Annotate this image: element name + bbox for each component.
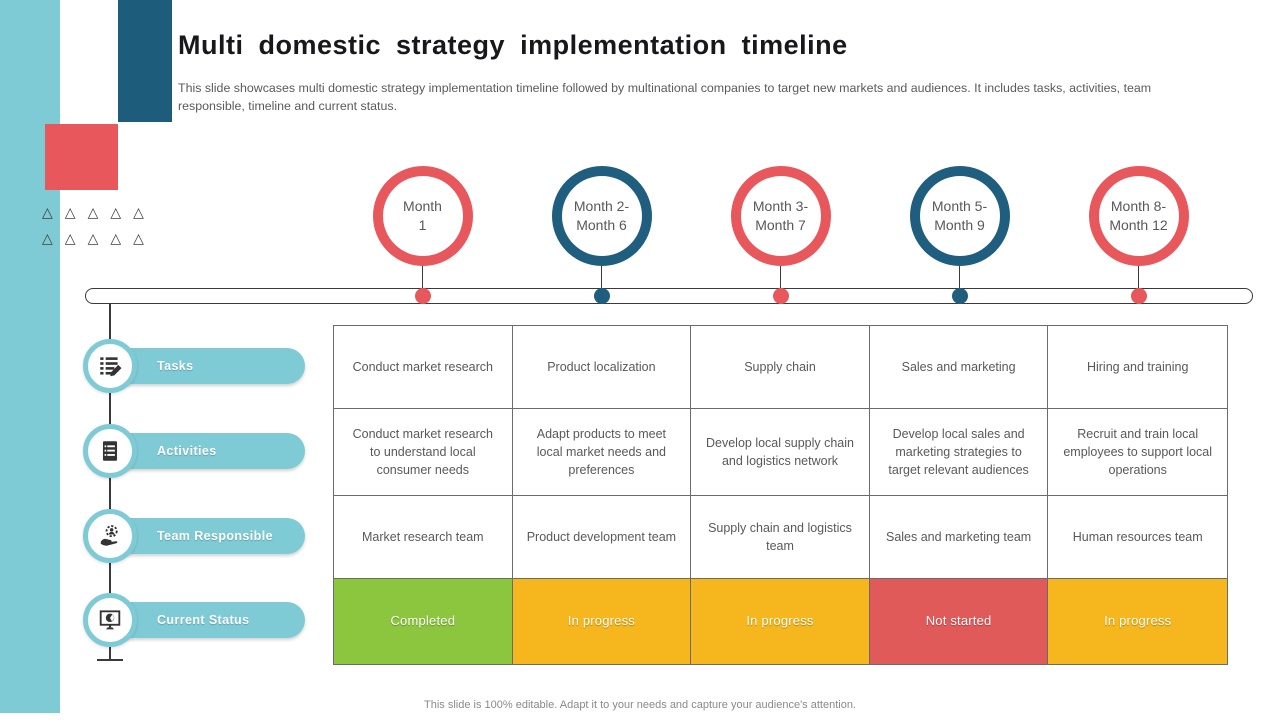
milestone-label-line2: Month 12 bbox=[1109, 217, 1168, 233]
triangle-icon: △ bbox=[42, 230, 53, 246]
milestone-stem bbox=[779, 266, 782, 289]
milestone-label-line1: Month 3- bbox=[752, 198, 809, 215]
milestone-month-3-7: Month 3- Month 7 bbox=[691, 166, 870, 304]
milestone-month-2-6: Month 2- Month 6 bbox=[512, 166, 691, 304]
triangle-icon: △ bbox=[64, 204, 76, 220]
triangle-icon: △ bbox=[110, 204, 122, 220]
status-badge: Not started bbox=[869, 579, 1049, 664]
timeline-table: Conduct market research Product localiza… bbox=[333, 325, 1228, 665]
footer-note: This slide is 100% editable. Adapt it to… bbox=[424, 699, 856, 711]
milestone-circle: Month 3- Month 7 bbox=[730, 166, 831, 266]
table-cell-activity: Adapt products to meet local market need… bbox=[512, 409, 692, 496]
table-cell-activity: Conduct market research to understand lo… bbox=[334, 409, 513, 496]
milestone-label-line2: 1 bbox=[418, 217, 427, 233]
milestone-label-line1: Month 8- bbox=[1110, 198, 1167, 215]
table-cell-team: Product development team bbox=[512, 496, 692, 579]
milestone-label-line1: Month 5- bbox=[931, 198, 988, 215]
triangle-icon: △ bbox=[87, 204, 99, 220]
row-connector-line bbox=[109, 304, 111, 660]
row-pill-label: Activities bbox=[157, 444, 217, 458]
triangle-icon: △ bbox=[133, 204, 144, 220]
table-cell-team: Market research team bbox=[334, 496, 513, 579]
milestone-month-8-12: Month 8- Month 12 bbox=[1049, 166, 1228, 304]
row-pill-label: Team Responsible bbox=[157, 529, 273, 543]
triangle-icon: △ bbox=[87, 230, 99, 246]
triangle-icon: △ bbox=[64, 230, 76, 246]
status-badge: Completed bbox=[334, 579, 513, 664]
status-badge: In progress bbox=[1048, 579, 1227, 664]
status-badge: In progress bbox=[691, 579, 870, 664]
table-cell-team: Supply chain and logistics team bbox=[691, 496, 870, 579]
table-cell-activity: Develop local sales and marketing strate… bbox=[869, 409, 1049, 496]
tasks-checklist-icon bbox=[83, 339, 137, 393]
left-accent-bar bbox=[0, 0, 60, 713]
row-label-current-status: Current Status bbox=[83, 593, 313, 647]
milestone-dot bbox=[772, 288, 789, 304]
milestone-label-line2: Month 6 bbox=[576, 217, 627, 233]
milestone-circle: Month 2- Month 6 bbox=[551, 166, 652, 266]
slide-description: This slide showcases multi domestic stra… bbox=[178, 81, 1152, 113]
milestone-stem bbox=[958, 266, 961, 289]
page-title: Multi domestic strategy implementation t… bbox=[178, 30, 848, 60]
status-badge: In progress bbox=[512, 579, 692, 664]
row-label-team-responsible: Team Responsible bbox=[83, 509, 313, 563]
table-cell-task: Sales and marketing bbox=[869, 326, 1049, 409]
row-connector-end-tick bbox=[97, 659, 123, 661]
milestone-dot bbox=[1130, 288, 1147, 304]
milestone-circle: Month 1 bbox=[372, 166, 473, 266]
activities-notepad-icon bbox=[83, 424, 137, 478]
team-hand-person-icon bbox=[83, 509, 137, 563]
row-pill-label: Current Status bbox=[157, 613, 250, 627]
coral-square-decor bbox=[45, 124, 118, 190]
table-cell-task: Hiring and training bbox=[1048, 326, 1227, 409]
milestone-label-line2: Month 9 bbox=[934, 217, 985, 233]
milestone-label-line1: Month 2- bbox=[573, 198, 630, 215]
milestone-label-line2: Month 7 bbox=[755, 217, 806, 233]
row-label-tasks: Tasks bbox=[83, 339, 313, 393]
milestone-dot bbox=[593, 288, 610, 304]
triangle-decor-row-1: △ △ △ △ △ bbox=[42, 205, 144, 219]
triangle-decor-row-2: △ △ △ △ △ bbox=[42, 231, 144, 245]
table-cell-task: Conduct market research bbox=[334, 326, 513, 409]
milestone-stem bbox=[600, 266, 603, 289]
table-cell-task: Product localization bbox=[512, 326, 692, 409]
triangle-icon: △ bbox=[42, 204, 53, 220]
table-cell-team: Human resources team bbox=[1048, 496, 1227, 579]
milestone-label-line1: Month bbox=[403, 198, 442, 215]
navy-rectangle-decor bbox=[118, 0, 172, 122]
triangle-icon: △ bbox=[110, 230, 122, 246]
milestone-stem bbox=[1137, 266, 1140, 289]
milestone-month-1: Month 1 bbox=[333, 166, 512, 304]
table-cell-activity: Develop local supply chain and logistics… bbox=[691, 409, 870, 496]
milestone-circle: Month 5- Month 9 bbox=[909, 166, 1010, 266]
table-cell-task: Supply chain bbox=[691, 326, 870, 409]
milestone-circle: Month 8- Month 12 bbox=[1088, 166, 1189, 266]
milestone-month-5-9: Month 5- Month 9 bbox=[870, 166, 1049, 304]
status-monitor-chart-icon bbox=[83, 593, 137, 647]
row-label-activities: Activities bbox=[83, 424, 313, 478]
triangle-icon: △ bbox=[133, 230, 144, 246]
milestone-dot bbox=[414, 288, 431, 304]
table-cell-activity: Recruit and train local employees to sup… bbox=[1048, 409, 1227, 496]
milestone-stem bbox=[421, 266, 424, 289]
table-cell-team: Sales and marketing team bbox=[869, 496, 1049, 579]
milestone-dot bbox=[951, 288, 968, 304]
row-pill-label: Tasks bbox=[157, 359, 194, 373]
